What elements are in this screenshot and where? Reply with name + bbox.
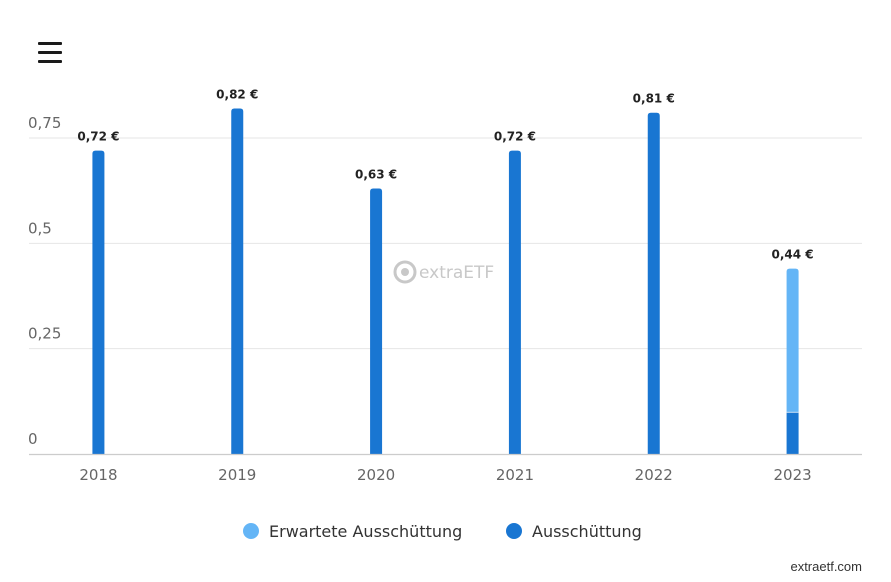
x-tick-label-2019: 2019 <box>218 466 256 484</box>
x-tick-label-2022: 2022 <box>635 466 673 484</box>
y-tick-label: 0,5 <box>28 219 52 237</box>
legend-item[interactable]: Ausschüttung <box>506 522 642 541</box>
x-tick-label-2020: 2020 <box>357 466 395 484</box>
legend: Erwartete Ausschüttung Ausschüttung <box>243 522 642 541</box>
bar-paid-2019[interactable] <box>231 108 244 455</box>
extraetf-logo-icon-dot <box>401 268 409 276</box>
credit-text: extraetf.com <box>790 559 862 574</box>
watermark: extraETF <box>393 260 494 284</box>
data-labels-layer: 0,72 € 0,82 € 0,63 € 0,72 € 0,81 € 0,44 € <box>77 88 813 262</box>
data-label-2022: 0,81 € <box>633 92 675 106</box>
x-tick-label-2021: 2021 <box>496 466 534 484</box>
bar-paid-2022[interactable] <box>647 112 660 454</box>
grid-layer <box>29 137 862 350</box>
legend-marker <box>243 523 259 539</box>
watermark-text: extraETF <box>419 263 494 283</box>
y-tick-label: 0,75 <box>28 114 61 132</box>
y-tick-label: 0,25 <box>28 325 61 343</box>
bar-paid-2018[interactable] <box>92 150 105 454</box>
data-label-2018: 0,72 € <box>77 130 119 144</box>
legend-item[interactable]: Erwartete Ausschüttung <box>243 522 462 541</box>
bar-paid-2021[interactable] <box>508 150 521 454</box>
axis-layer: 0 0,25 0,5 0,75 2018 2019 2020 2021 2022 2023 <box>28 114 862 484</box>
bars-layer <box>92 108 799 455</box>
data-label-2023: 0,44 € <box>772 248 814 262</box>
bar-paid-2023[interactable] <box>786 411 799 454</box>
legend-label: Ausschüttung <box>532 522 642 541</box>
x-tick-label-2018: 2018 <box>79 466 117 484</box>
bar-paid-2020[interactable] <box>370 188 383 454</box>
bar-expected-2023[interactable] <box>786 268 799 412</box>
legend-marker <box>506 523 522 539</box>
x-tick-label-2023: 2023 <box>773 466 811 484</box>
extraetf-logo-icon <box>393 260 417 284</box>
y-tick-label: 0 <box>28 430 38 448</box>
data-label-2019: 0,82 € <box>216 88 258 102</box>
legend-label: Erwartete Ausschüttung <box>269 522 462 541</box>
data-label-2021: 0,72 € <box>494 130 536 144</box>
data-label-2020: 0,63 € <box>355 168 397 182</box>
hamburger-menu-icon[interactable] <box>38 42 62 64</box>
